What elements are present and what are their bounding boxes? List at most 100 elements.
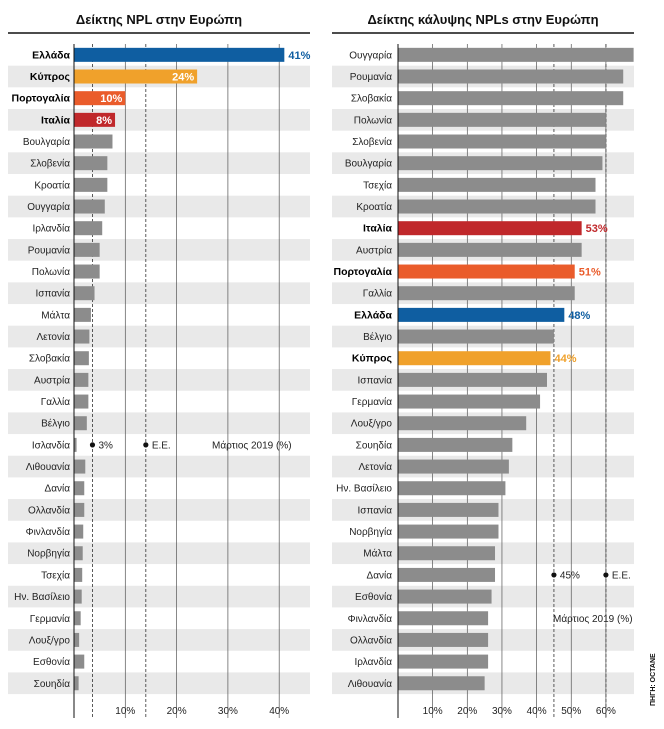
chart-2-legend-label: 45% [560,570,580,581]
chart-1-title: Δείκτης NPL στην Ευρώπη [76,12,242,27]
chart-2-category-label: Ισπανία [358,374,393,386]
chart-1-category-label: Σλοβακία [29,353,70,365]
chart-1-category-label: Πολωνία [32,266,70,278]
chart-1-category-label: Ισλανδία [32,439,70,451]
chart-1-category-label: Λουξ/γρο [29,635,71,646]
chart-2-bar [398,567,496,582]
chart-2-bar [398,134,606,149]
chart-2-bar [398,459,509,474]
chart-2-tick-label: 20% [457,706,477,717]
chart-1-bar [74,502,85,517]
chart-2-category-label: Δανία [367,569,393,581]
chart-2-bar [398,221,582,236]
chart-1-category-label: Λιθουανία [26,461,70,473]
chart-2-bar [398,372,547,387]
chart-1-category-label: Λετονία [36,331,70,343]
chart-1-bar [74,242,100,257]
chart-2-bar [398,481,506,496]
chart-1-tick-label: 40% [269,706,289,717]
chart-1-bar [74,177,108,192]
chart-2-category-label: Πολωνία [354,114,392,126]
chart-2-category-label: Εσθονία [355,591,392,603]
chart-1-row-stripe [8,542,310,565]
chart-2-bar [398,91,624,106]
chart-1-row-stripe [8,629,310,651]
source-label: ΠΗΓΗ: OCTANE [650,653,657,706]
chart-1-bar [74,437,77,452]
chart-2-bar [398,589,492,604]
chart-2-bar [398,654,489,669]
chart-1-bar [74,307,91,322]
chart-2-category-label: Κύπρος [352,353,393,365]
chart-1-category-label: Νορβηγία [27,548,70,560]
chart-1-category-label: Μάλτα [41,309,70,321]
chart-2-category-label: Τσεχία [363,179,392,191]
chart-2-bar [398,351,551,366]
chart-2-category-label: Φινλανδία [348,613,393,625]
chart-2-category-label: Ολλανδία [350,634,392,646]
chart-1-tick-label: 10% [115,706,135,717]
chart-1-category-label: Τσεχία [41,569,70,581]
chart-1-bar [74,459,86,474]
chart-1-category-label: Βουλγαρία [23,136,70,148]
chart-1-category-label: Ην. Βασίλειο [14,591,70,603]
chart-2-category-label: Σλοβακία [351,93,392,105]
chart-2-category-label: Λιθουανία [348,678,392,690]
chart-2-category-label: Γερμανία [352,396,392,408]
chart-2-category-label: Μάλτα [363,548,392,560]
chart-1-bar [74,69,198,84]
chart-2-bar [398,177,596,192]
chart-1-bar [74,91,126,106]
chart-2-category-label: Βουλγαρία [345,158,392,170]
chart-1-category-label: Ισπανία [36,288,71,300]
chart-1-bar [74,524,84,539]
chart-1-data-label: 24% [172,72,194,84]
chart-2-bar [398,112,606,127]
chart-2-category-label: Αυστρία [356,244,392,256]
chart-2-category-label: Γαλλία [363,288,393,300]
chart-1-category-label: Γερμανία [30,613,70,625]
chart-2-category-label: Ιταλία [363,223,393,235]
chart-1-bar [74,329,90,344]
chart-1-note: Μάρτιος 2019 (%) [212,439,292,451]
chart-2-bar [398,524,499,539]
chart-1-row-stripe [8,672,310,695]
chart-1-category-label: Αυστρία [34,374,70,386]
chart-1-bar [74,654,85,669]
chart-1-bar [74,156,108,171]
chart-2-category-label: Ρουμανία [350,71,392,83]
chart-1-data-label: 10% [100,93,122,105]
chart-1-bar [74,47,285,62]
chart-2-bar [398,611,489,626]
chart-2-data-label: 51% [579,267,601,279]
chart-1-category-label: Ιρλανδία [33,223,71,235]
chart-2-bar [398,47,634,62]
chart-2-legend-label: E.E. [612,570,631,581]
chart-1-category-label: Ρουμανία [28,244,70,256]
chart-2-category-label: Ισπανία [358,504,393,516]
chart-2-category-label: Κροατία [356,201,392,213]
chart-2-category-label: Ιρλανδία [355,656,393,668]
chart-1-bar [74,351,89,366]
chart-1-bar [74,372,89,387]
chart-1-bar [74,112,116,127]
chart-1-category-label: Δανία [45,483,71,495]
chart-1-data-label: 8% [96,115,112,127]
chart-1-category-label: Φινλανδία [26,526,71,538]
chart-1-tick-label: 20% [167,706,187,717]
chart-1-category-label: Γαλλία [41,396,71,408]
chart-2-note: Μάρτιος 2019 (%) [553,613,633,625]
chart-2-bar [398,502,499,517]
chart-1-legend-label: 3% [98,440,113,451]
chart-1-bar [74,286,95,301]
chart-1-legend-dot [143,442,149,448]
chart-1-category-label: Εσθονία [33,656,70,668]
chart-1-data-label: 41% [288,50,310,62]
chart-1-row-stripe [8,585,310,608]
chart-2-bar [398,69,624,84]
chart-2-bar [398,242,582,257]
chart-1-bar [74,394,89,409]
chart-2-category-label: Πορτογαλία [333,266,392,278]
chart-2-tick-label: 10% [423,706,443,717]
chart-2-bar [398,199,596,214]
